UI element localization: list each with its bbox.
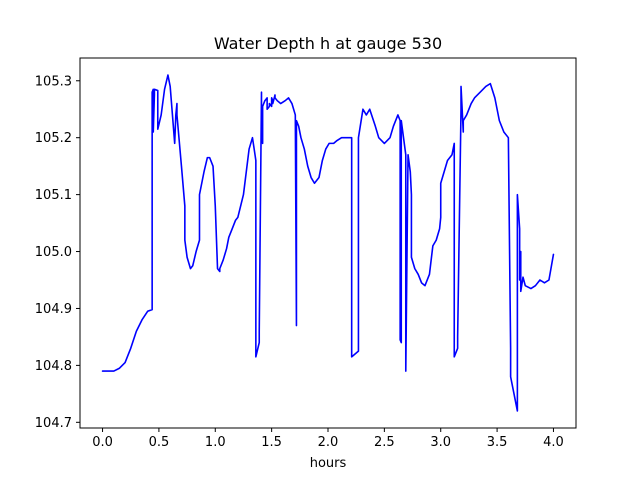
x-axis: 0.0 0.5 1.0 1.5 2.0 2.5 3.0 3.5 4.0: [92, 428, 564, 450]
x-tick-label: 2.0: [318, 435, 339, 450]
y-tick-label: 105.0: [35, 245, 72, 260]
y-tick-label: 105.1: [35, 188, 72, 203]
x-tick-label: 1.0: [205, 435, 226, 450]
x-tick-label: 3.0: [430, 435, 451, 450]
y-tick-label: 105.2: [35, 131, 72, 146]
chart-title: Water Depth h at gauge 530: [214, 34, 442, 53]
y-tick-label: 104.9: [35, 302, 72, 317]
x-tick-label: 4.0: [543, 435, 564, 450]
x-axis-title: hours: [310, 456, 347, 471]
y-tick-label: 104.7: [35, 416, 72, 431]
x-tick-label: 3.5: [487, 435, 508, 450]
series-layer: [101, 74, 555, 412]
y-axis: 104.7 104.8 104.9 105.0 105.1 105.2 105.3: [35, 74, 80, 431]
x-tick-label: 2.5: [374, 435, 395, 450]
series-line-0: [101, 74, 555, 412]
x-tick-label: 1.5: [261, 435, 282, 450]
plot-area: [80, 58, 576, 428]
x-tick-label: 0.0: [92, 435, 113, 450]
y-tick-label: 105.3: [35, 74, 72, 89]
y-tick-label: 104.8: [35, 359, 72, 374]
x-tick-label: 0.5: [149, 435, 170, 450]
